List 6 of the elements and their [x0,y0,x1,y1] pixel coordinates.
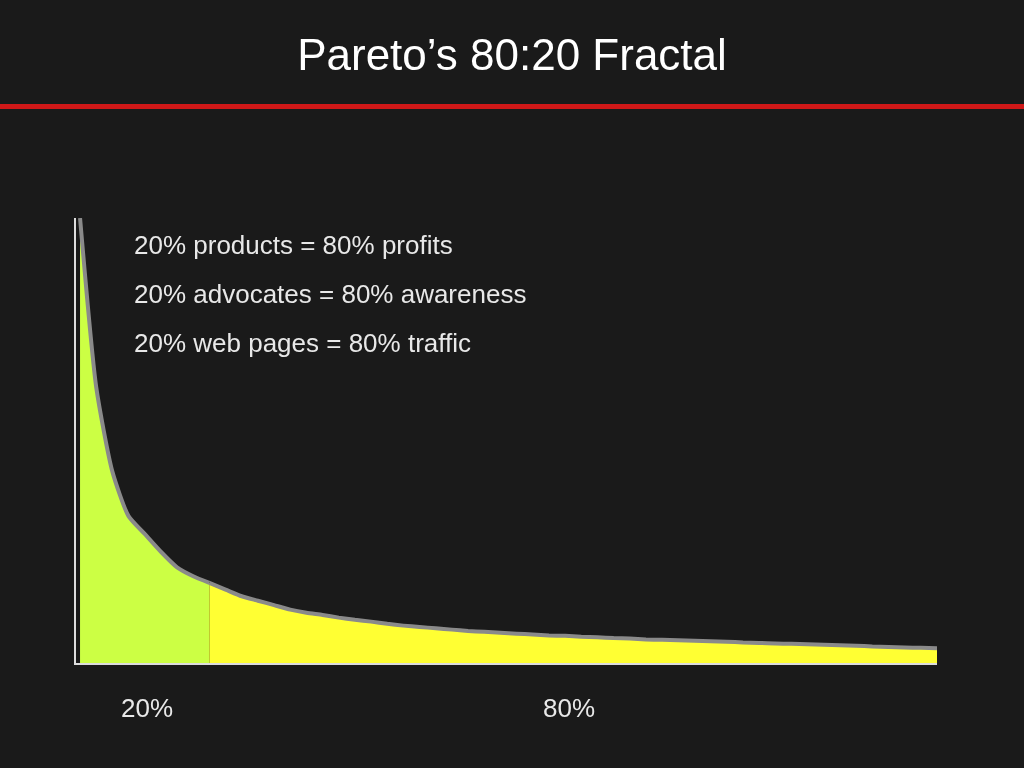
text: 80% [543,693,596,723]
annotation: 20% products = 80% profits [134,230,453,260]
text: 20% [121,693,174,723]
annotation: 20% advocates = 80% awareness [134,279,527,309]
annotation: 20% web pages = 80% traffic [134,328,472,358]
chart-title: Pareto’s 80:20 Fractal [297,30,727,80]
